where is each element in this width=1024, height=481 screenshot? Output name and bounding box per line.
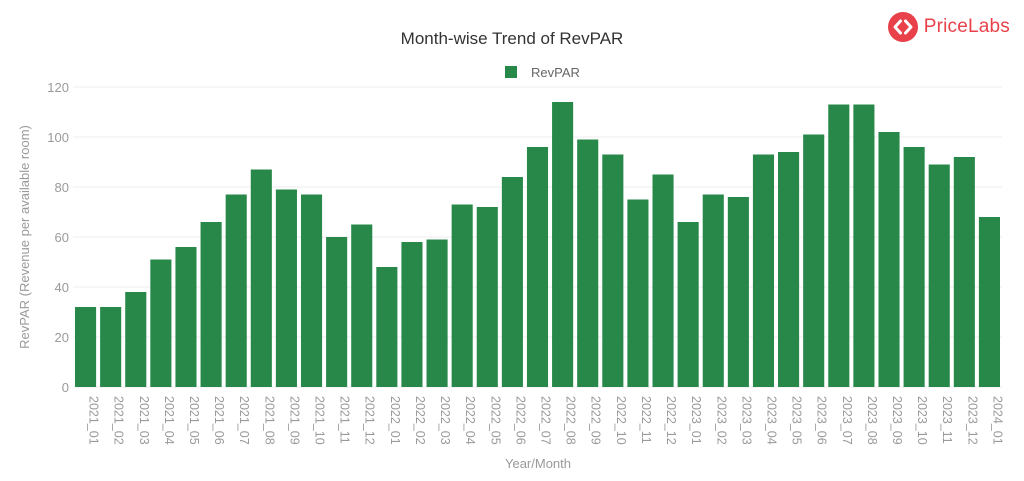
y-tick-label: 0 — [62, 380, 69, 395]
y-axis-label: RevPAR (Revenue per available room) — [17, 125, 32, 349]
y-tick-label: 60 — [55, 230, 69, 245]
x-tick-label: 2022_06 — [513, 396, 527, 445]
bar-2021_03[interactable] — [125, 292, 147, 387]
x-tick-label: 2021_12 — [363, 396, 377, 445]
bar-2023_09[interactable] — [878, 132, 900, 387]
bar-2023_08[interactable] — [853, 104, 875, 388]
x-tick-label: 2023_02 — [714, 396, 728, 445]
x-tick-label: 2021_06 — [212, 396, 226, 445]
x-tick-label: 2023_11 — [940, 396, 954, 444]
y-tick-label: 120 — [47, 80, 69, 95]
y-tick-label: 40 — [55, 280, 69, 295]
bar-2021_09[interactable] — [275, 189, 297, 388]
x-tick-label: 2024_01 — [990, 396, 1004, 445]
bar-2022_09[interactable] — [577, 139, 599, 388]
bar-2022_05[interactable] — [476, 207, 498, 387]
y-axis-ticks: 0 20 40 60 80 100 120 — [47, 80, 69, 395]
x-tick-label: 2022_09 — [589, 396, 603, 445]
bar-2021_07[interactable] — [225, 194, 247, 388]
x-axis-ticks: 2021_01 2021_02 2021_03 2021_04 2021_05 2021_… — [87, 396, 1005, 445]
x-tick-label: 2023_10 — [915, 396, 929, 445]
bar-2021_11[interactable] — [326, 237, 348, 387]
x-axis-label: Year/Month — [505, 456, 571, 471]
x-tick-label: 2022_08 — [564, 396, 578, 445]
x-tick-label: 2023_04 — [764, 396, 778, 445]
x-tick-label: 2021_11 — [338, 396, 352, 444]
bar-2023_12[interactable] — [953, 157, 975, 387]
x-tick-label: 2023_05 — [790, 396, 804, 445]
x-tick-label: 2022_03 — [438, 396, 452, 445]
legend[interactable]: RevPAR — [505, 65, 580, 80]
bar-2023_06[interactable] — [803, 134, 825, 388]
legend-label: RevPAR — [531, 65, 580, 80]
x-tick-label: 2022_11 — [639, 396, 653, 444]
x-tick-label: 2022_04 — [463, 396, 477, 445]
bar-2023_02[interactable] — [702, 194, 724, 388]
x-tick-label: 2021_10 — [313, 396, 327, 445]
bar-2021_06[interactable] — [200, 222, 222, 387]
x-tick-label: 2022_07 — [539, 396, 553, 445]
x-tick-label: 2023_03 — [739, 396, 753, 445]
bar-2022_07[interactable] — [526, 147, 549, 387]
bar-2024_01[interactable] — [978, 217, 1000, 387]
bars — [75, 102, 1000, 387]
bar-2022_03[interactable] — [426, 239, 448, 388]
bar-2021_02[interactable] — [100, 307, 122, 387]
bar-2022_02[interactable] — [401, 242, 423, 387]
bar-2021_01[interactable] — [75, 307, 97, 387]
bar-2021_08[interactable] — [250, 169, 272, 388]
x-tick-label: 2021_08 — [262, 396, 276, 445]
x-tick-label: 2021_09 — [287, 396, 301, 445]
x-tick-label: 2023_06 — [815, 396, 829, 445]
bar-2021_04[interactable] — [150, 259, 172, 388]
x-tick-label: 2022_10 — [614, 396, 628, 445]
bar-2023_10[interactable] — [903, 147, 925, 387]
bar-2023_03[interactable] — [727, 197, 749, 387]
bar-2023_07[interactable] — [828, 104, 850, 388]
x-tick-label: 2023_08 — [865, 396, 879, 445]
legend-swatch — [505, 66, 517, 78]
bar-2023_01[interactable] — [677, 222, 699, 387]
pricelabs-logo-icon — [887, 12, 918, 42]
chart-title: Month-wise Trend of RevPAR — [401, 29, 624, 48]
x-tick-label: 2022_01 — [388, 396, 402, 445]
bar-2022_04[interactable] — [451, 204, 473, 388]
x-tick-label: 2022_12 — [664, 396, 678, 445]
y-tick-label: 80 — [55, 180, 69, 195]
bar-2023_04[interactable] — [752, 154, 775, 388]
x-tick-label: 2022_02 — [413, 396, 427, 445]
bar-2023_11[interactable] — [928, 164, 950, 388]
y-tick-label: 100 — [47, 130, 69, 145]
bar-2022_06[interactable] — [501, 177, 523, 387]
bar-2021_05[interactable] — [175, 247, 197, 387]
x-tick-label: 2021_02 — [112, 396, 126, 445]
brand-name: PriceLabs — [923, 16, 1010, 37]
x-tick-label: 2023_01 — [689, 396, 703, 445]
x-tick-label: 2022_05 — [488, 396, 502, 445]
x-tick-label: 2021_01 — [87, 396, 101, 445]
bar-2022_08[interactable] — [552, 102, 574, 387]
bar-2022_10[interactable] — [602, 154, 624, 388]
y-tick-label: 20 — [55, 330, 69, 345]
x-tick-label: 2021_04 — [162, 396, 176, 445]
bar-2021_10[interactable] — [300, 194, 323, 388]
x-tick-label: 2021_05 — [187, 396, 201, 445]
pricelabs-logo: PriceLabs — [887, 12, 1010, 42]
x-tick-label: 2023_07 — [840, 396, 854, 445]
bar-2022_12[interactable] — [652, 174, 674, 388]
bar-2023_05[interactable] — [778, 152, 800, 387]
bar-2022_11[interactable] — [627, 199, 649, 388]
bar-2022_01[interactable] — [376, 267, 398, 387]
x-tick-label: 2021_03 — [137, 396, 151, 445]
x-tick-label: 2021_07 — [237, 396, 251, 445]
bar-2021_12[interactable] — [351, 224, 373, 388]
x-tick-label: 2023_09 — [890, 396, 904, 445]
x-tick-label: 2023_12 — [965, 396, 979, 445]
